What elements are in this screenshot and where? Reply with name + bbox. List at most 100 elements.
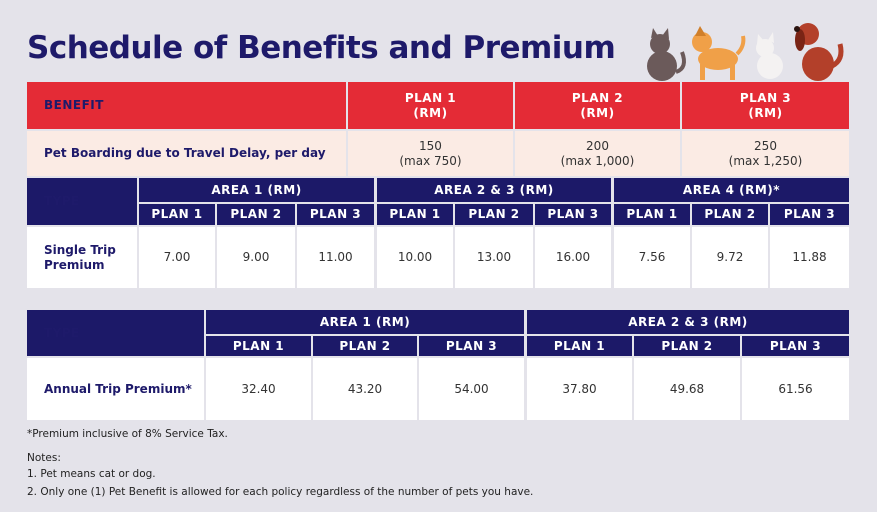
premium-value: 16.00 — [535, 227, 611, 288]
plan-header-text: PLAN 3 — [547, 207, 599, 222]
plan-header-text: PLAN 1 (RM) — [404, 91, 457, 120]
benefit-header: BENEFIT — [27, 82, 346, 129]
plan-header: PLAN 1 — [377, 204, 453, 225]
benefit-value: 150 (max 750) — [348, 131, 513, 176]
area-header-text: AREA 1 (RM) — [319, 314, 411, 329]
type-header-text: TYPE — [44, 194, 80, 209]
benefit-value: 250 (max 1,250) — [682, 131, 849, 176]
plan-header-text: PLAN 2 — [339, 338, 391, 353]
plan-header: PLAN 2 — [455, 204, 533, 225]
notes-heading: Notes: — [27, 452, 61, 464]
benefit-row-label-text: Pet Boarding due to Travel Delay, per da… — [44, 146, 326, 161]
premium-value: 37.80 — [527, 358, 632, 420]
plan-header-text: PLAN 2 — [230, 207, 282, 222]
pets-illustration-icon — [647, 23, 844, 81]
premium-value: 9.00 — [217, 227, 295, 288]
premium-value: 9.72 — [692, 227, 768, 288]
plan-header-text: PLAN 1 — [232, 338, 285, 353]
plan-header-text: PLAN 3 (RM) — [739, 91, 792, 120]
plan-header-text: PLAN 1 — [626, 207, 678, 222]
area-header: AREA 2 & 3 (RM) — [377, 178, 611, 202]
plan-header: PLAN 2 — [692, 204, 768, 225]
type-header-text: TYPE — [44, 325, 80, 340]
plan-header: PLAN 3 — [535, 204, 611, 225]
premium-value-text: 10.00 — [397, 250, 433, 265]
premium-value-text: 43.20 — [347, 381, 383, 396]
premium-value-text: 37.80 — [562, 381, 597, 396]
plan-header-text: PLAN 2 — [661, 338, 713, 353]
plan-header-text: PLAN 3 — [769, 338, 822, 353]
area-header-text: AREA 4 (RM)* — [682, 182, 781, 197]
note-item: 1. Pet means cat or dog. — [27, 468, 156, 480]
plan-header: PLAN 2 — [217, 204, 295, 225]
premium-value-text: 11.88 — [792, 250, 827, 265]
plan-header-text: PLAN 1 — [151, 207, 203, 222]
area-header: AREA 2 & 3 (RM) — [527, 310, 849, 334]
note-item: 2. Only one (1) Pet Benefit is allowed f… — [27, 486, 534, 498]
premium-value-text: 32.40 — [241, 381, 276, 396]
plan-header-text: PLAN 3 — [783, 207, 836, 222]
premium-value-text: 9.72 — [716, 250, 744, 265]
area-header-text: AREA 1 (RM) — [211, 182, 302, 197]
premium-value-text: 13.00 — [476, 250, 512, 265]
benefit-value: 200 (max 1,000) — [515, 131, 680, 176]
area-header: AREA 1 (RM) — [139, 178, 374, 202]
plan-header-text: PLAN 2 (RM) — [571, 91, 624, 120]
plan-header-text: PLAN 3 — [309, 207, 362, 222]
plan-header: PLAN 1 — [614, 204, 690, 225]
type-header: TYPE — [27, 178, 137, 225]
plan-header: PLAN 3 — [742, 336, 849, 356]
plan-header: PLAN 2 — [313, 336, 417, 356]
premium-value-text: 54.00 — [454, 381, 489, 396]
premium-value: 61.56 — [742, 358, 849, 420]
plan-header: PLAN 1 (RM) — [348, 82, 513, 129]
plan-header: PLAN 1 — [139, 204, 215, 225]
benefit-value-text: 200 (max 1,000) — [560, 139, 635, 168]
benefit-value-text: 150 (max 750) — [399, 139, 462, 168]
type-header: TYPE — [27, 310, 204, 356]
premium-value-text: 16.00 — [555, 250, 591, 265]
plan-header-text: PLAN 1 — [553, 338, 606, 353]
premium-value: 10.00 — [377, 227, 453, 288]
premium-value: 43.20 — [313, 358, 417, 420]
page-title: Schedule of Benefits and Premium — [27, 30, 616, 66]
row-label: Annual Trip Premium* — [27, 358, 204, 420]
premium-value: 49.68 — [634, 358, 740, 420]
area-header-text: AREA 2 & 3 (RM) — [434, 182, 554, 197]
row-label: Single Trip Premium — [27, 227, 137, 288]
row-label-text: Single Trip Premium — [44, 243, 116, 272]
plan-header-text: PLAN 1 — [389, 207, 441, 222]
plan-header: PLAN 2 (RM) — [515, 82, 680, 129]
area-header-text: AREA 2 & 3 (RM) — [628, 314, 748, 329]
premium-value-text: 7.56 — [638, 250, 666, 265]
footnote: *Premium inclusive of 8% Service Tax. — [27, 428, 228, 440]
plan-header: PLAN 1 — [206, 336, 311, 356]
cat-icon — [647, 28, 686, 81]
plan-header-text: PLAN 2 — [704, 207, 756, 222]
plan-header: PLAN 1 — [527, 336, 632, 356]
plan-header-text: PLAN 3 — [445, 338, 498, 353]
premium-value: 7.56 — [614, 227, 690, 288]
premium-value-text: 7.00 — [163, 250, 191, 265]
plan-header: PLAN 3 — [297, 204, 374, 225]
premium-value: 7.00 — [139, 227, 215, 288]
row-label-text: Annual Trip Premium* — [44, 381, 192, 396]
plan-header: PLAN 2 — [634, 336, 740, 356]
area-header: AREA 4 (RM)* — [614, 178, 849, 202]
premium-value: 11.88 — [770, 227, 849, 288]
dog-icon — [692, 26, 746, 80]
premium-value-text: 49.68 — [669, 381, 705, 396]
white-cat-icon — [756, 32, 783, 79]
brown-dog-icon — [794, 23, 844, 81]
premium-value-text: 11.00 — [318, 250, 353, 265]
benefit-value-text: 250 (max 1,250) — [728, 139, 803, 168]
benefit-header-text: BENEFIT — [44, 98, 104, 113]
premium-value: 11.00 — [297, 227, 374, 288]
plan-header-text: PLAN 2 — [468, 207, 520, 222]
area-header: AREA 1 (RM) — [206, 310, 524, 334]
premium-value: 13.00 — [455, 227, 533, 288]
plan-header: PLAN 3 — [770, 204, 849, 225]
premium-value-text: 9.00 — [242, 250, 270, 265]
plan-header: PLAN 3 — [419, 336, 524, 356]
